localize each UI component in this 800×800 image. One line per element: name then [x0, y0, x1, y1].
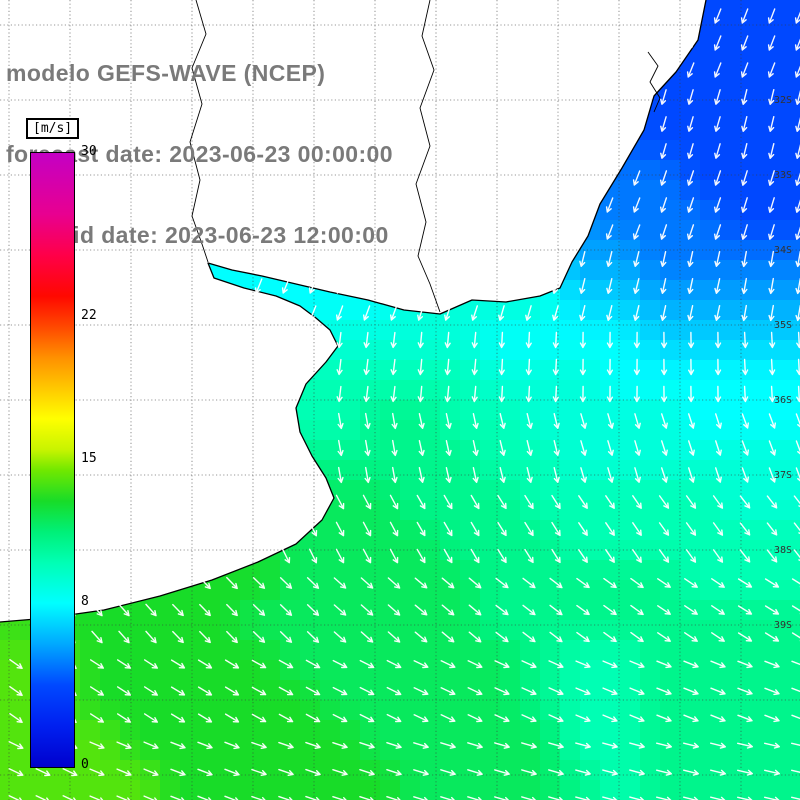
lat-label-35S: 35S — [774, 320, 792, 331]
colorbar-tick-22: 22 — [81, 308, 97, 323]
river-border-line-3 — [647, 51, 661, 113]
colorbar-tick-30: 30 — [81, 144, 97, 159]
lat-label-39S: 39S — [774, 620, 792, 631]
colorbar-tick-0: 0 — [81, 757, 89, 772]
lat-label-34S: 34S — [774, 245, 792, 256]
river-border-line-2 — [189, 0, 209, 263]
lat-label-37S: 37S — [774, 470, 792, 481]
colorbar-unit-label: [m/s] — [26, 118, 80, 139]
lat-label-32S: 32S — [774, 95, 792, 106]
lat-label-38S: 38S — [774, 545, 792, 556]
colorbar-tick-15: 15 — [81, 451, 97, 466]
lat-label-33S: 33S — [774, 170, 792, 181]
colorbar-gradient — [30, 152, 75, 768]
river-border-line-1 — [415, 0, 441, 313]
coastline — [0, 0, 707, 623]
lat-label-36S: 36S — [774, 395, 792, 406]
colorbar-tick-8: 8 — [81, 594, 89, 609]
